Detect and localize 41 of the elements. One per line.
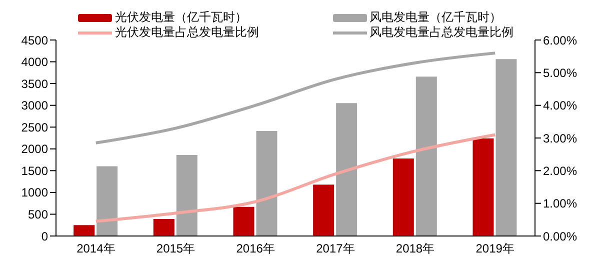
x-tick-label: 2016年	[236, 242, 275, 256]
y-tick-label: 0	[41, 229, 48, 244]
legend-label: 光伏发电量占总发电量比例	[115, 25, 259, 40]
legend-label: 风电发电量占总发电量比例	[370, 25, 514, 40]
y-tick-label: 4000	[21, 55, 48, 70]
y-tick-label: 2500	[21, 120, 48, 134]
y-tick-label: 1000	[21, 186, 48, 200]
y2-tick-label: 6.00%	[543, 33, 578, 48]
y2-tick-label: 2.00%	[543, 164, 578, 178]
bar	[336, 103, 358, 236]
bar	[313, 184, 334, 236]
bar	[416, 76, 437, 236]
bar	[496, 59, 517, 236]
y-tick-label: 500	[28, 207, 48, 222]
bar	[256, 131, 278, 236]
line-series	[94, 52, 497, 144]
x-tick-label: 2017年	[316, 242, 355, 256]
bar	[233, 206, 254, 236]
bar	[176, 154, 198, 236]
y-tick-label: 3500	[21, 76, 48, 91]
y2-tick-label: 0.00%	[543, 229, 578, 244]
line-series	[94, 133, 497, 223]
x-tick-label: 2018年	[396, 242, 435, 256]
bar	[96, 166, 118, 236]
y-tick-label: 1500	[21, 164, 48, 178]
bar	[392, 158, 414, 236]
legend-label: 风电发电量（亿千瓦时）	[370, 10, 502, 25]
bar	[74, 225, 95, 236]
y-tick-label: 2000	[21, 142, 48, 156]
y2-tick-label: 5.00%	[543, 66, 578, 80]
y2-tick-label: 3.00%	[543, 131, 578, 146]
x-tick-label: 2019年	[476, 242, 514, 256]
bar	[153, 219, 174, 236]
y-tick-label: 4500	[21, 33, 48, 48]
y-tick-label: 3000	[21, 98, 48, 113]
y2-tick-label: 4.00%	[543, 98, 578, 113]
x-tick-label: 2015年	[156, 242, 196, 256]
y2-tick-label: 1.00%	[543, 196, 578, 211]
bar	[472, 138, 494, 236]
legend-label: 光伏发电量（亿千瓦时）	[115, 10, 247, 25]
x-tick-label: 2014年	[76, 242, 116, 256]
